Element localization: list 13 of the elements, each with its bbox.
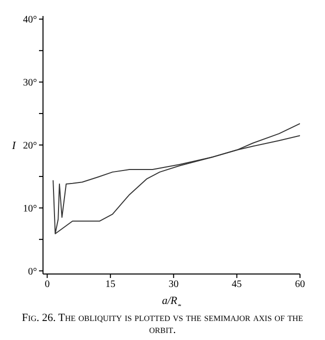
y-tick-label: 10° [23,203,37,214]
x-tick-label: 15 [105,279,116,290]
caption: Fig. 26. The obliquity is plotted vs the semimajor axis of the orbit. [20,312,304,336]
y-tick-label: 40° [23,14,37,26]
y-axis-title: I [11,140,17,152]
x-tick-label: 60 [295,279,305,290]
y-tick-label: 30° [23,78,37,89]
y-tick-label: 20° [23,140,37,152]
y-tick-label: 0° [28,266,37,278]
x-tick-label: 30 [168,279,179,290]
x-tick-label: 45 [232,279,242,290]
x-axis-title: a/R$_{*}$ [162,295,182,310]
x-tick-label: 0 [44,279,50,290]
